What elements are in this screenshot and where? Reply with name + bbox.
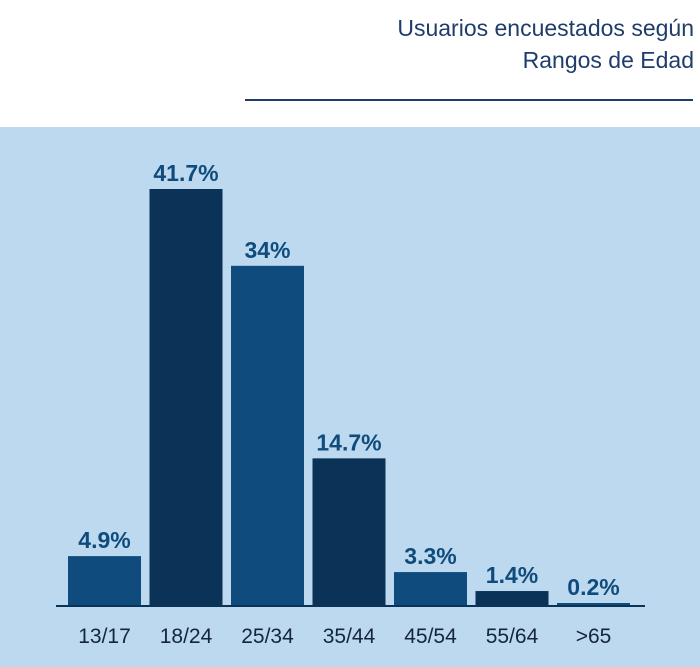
value-label-6: 0.2%	[567, 574, 619, 600]
bar-0	[68, 556, 141, 605]
bar-chart: 4.9% 13/17 41.7% 18/24 34% 25/34 14.7% 35/44 3.3…	[56, 160, 645, 648]
category-label-0: 13/17	[78, 625, 131, 648]
bar-6	[557, 603, 630, 605]
chart-title: Usuarios encuestados según Rangos de Eda…	[397, 12, 694, 76]
chart-title-line-2: Rangos de Edad	[522, 47, 694, 73]
category-label-5: 55/64	[486, 625, 539, 648]
value-label-2: 34%	[244, 237, 290, 263]
value-label-1: 41.7%	[153, 160, 218, 186]
value-label-4: 3.3%	[404, 543, 456, 569]
chart-panel: 4.9% 13/17 41.7% 18/24 34% 25/34 14.7% 35/44 3.3…	[0, 127, 700, 667]
bar-3	[312, 458, 386, 605]
category-label-1: 18/24	[160, 625, 213, 648]
bar-2	[231, 265, 304, 605]
value-label-3: 14.7%	[316, 429, 381, 455]
category-label-2: 25/34	[241, 625, 294, 648]
category-label-3: 35/44	[323, 625, 376, 648]
bar-5	[475, 591, 549, 605]
bar-4	[394, 572, 467, 605]
title-underline	[245, 99, 693, 101]
category-label-6: >65	[576, 625, 612, 648]
bar-1	[149, 189, 223, 605]
chart-title-line-1: Usuarios encuestados según	[397, 15, 694, 41]
value-label-5: 1.4%	[486, 562, 538, 588]
value-label-0: 4.9%	[78, 527, 130, 553]
category-label-4: 45/54	[404, 625, 457, 648]
